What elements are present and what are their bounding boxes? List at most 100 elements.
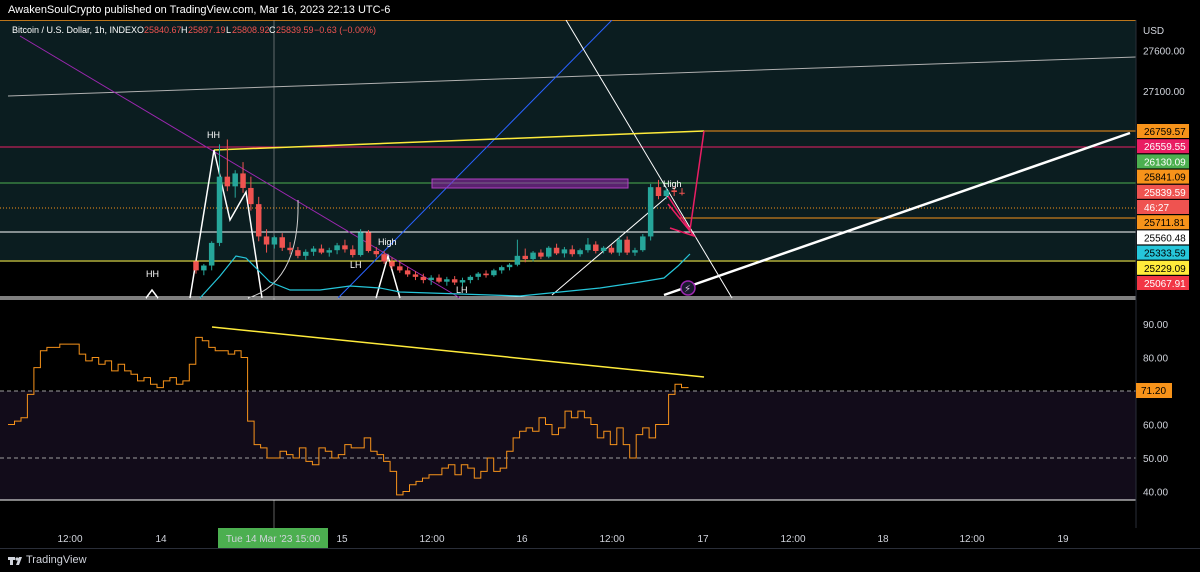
candle [451,276,458,285]
price-label-9[interactable]: 25229.09 [1137,260,1189,275]
candle [530,250,536,262]
price-label-bg-4 [1137,184,1189,199]
candle [208,241,215,271]
annotation-high-right: High [663,179,682,189]
candle-body [248,187,254,205]
candle [585,238,591,253]
candle-body [208,242,215,266]
legend-c-label: C [269,25,276,35]
price-label-bg-2 [1137,154,1189,169]
price-label-text-7: 25560.48 [1144,233,1186,244]
candle [334,242,340,255]
publish-line: AwakenSoulCrypto published on TradingVie… [0,0,1200,20]
candle [193,260,199,274]
candle [365,229,372,253]
main-pane-lower-band [0,262,1136,298]
price-label-10[interactable]: 25067.91 [1137,276,1189,290]
price-label-3[interactable]: 25841.09 [1137,169,1189,184]
candle-body [412,274,419,277]
legend-h-label: H [181,25,188,35]
candle [655,179,662,200]
price-label-5[interactable]: 46:27 [1137,200,1189,214]
rsi-tick-1: 80.00 [1143,354,1168,365]
pink-triangle [667,203,697,238]
candle [404,267,411,277]
candle [577,248,583,257]
annotation-lh-left: LH [350,260,362,270]
white-descending-line [565,20,733,299]
price-label-8[interactable]: 25333.59 [1137,245,1189,260]
candle-body [522,255,528,260]
footer: TradingView [0,548,1200,572]
price-label-7[interactable]: 25560.48 [1137,230,1189,245]
candle-body [475,273,481,277]
legend-change: −0.63 (−0.00%) [314,25,376,35]
rsi-band [0,391,1136,500]
candle [295,246,301,259]
candle [647,183,654,241]
candle-body [404,270,411,275]
candle-body [632,250,638,253]
rsi-yellow-trendline [211,326,705,378]
candle-body [232,173,238,187]
price-label-2[interactable]: 26130.09 [1137,154,1189,169]
legend-c-value: 25839.59 [276,25,314,35]
price-label-text-9: 25229.09 [1144,264,1186,275]
candle-body [216,176,223,243]
candle [263,229,270,253]
candle-body [350,249,356,256]
candle [506,263,513,271]
tradingview-logo-icon [8,557,22,565]
candle-body [483,273,489,276]
main-pane-bg [0,20,1136,298]
price-label-6[interactable]: 25711.81 [1137,215,1189,230]
time-label-3: 15 [336,534,348,545]
price-label-bg-6 [1137,215,1189,230]
legend: Bitcoin / U.S. Dollar, 1h, INDEX O 25840… [12,25,376,35]
candle-body [444,279,450,282]
price-label-text-3: 25841.09 [1144,173,1186,184]
time-label-10: 12:00 [959,534,984,545]
candle [271,235,278,249]
candle [279,233,285,251]
candle-body [381,254,387,262]
candle-body [302,251,309,256]
price-label-text-10: 25067.91 [1144,279,1186,290]
zigzag-line-2 [375,253,401,299]
price-labels[interactable]: 26759.57 26559.55 26130.09 25841.09 25839.59… [1137,124,1189,290]
candle-body [616,239,623,253]
time-axis-highlight [218,528,328,548]
candle [459,277,466,287]
candle-body [514,255,521,265]
alert-icon[interactable] [680,280,696,296]
candle-body [255,204,262,237]
candle [569,245,576,257]
candle [224,139,231,192]
candle-body [600,247,607,251]
annotation-hh-left: HH [146,269,159,279]
candle-body [459,280,466,283]
candle-body [467,276,474,281]
candle-body [663,190,670,197]
rsi-current-label-text: 71.20 [1141,386,1166,397]
chart-canvas[interactable]: HH HH LH High LH High ⚡ Bitcoin / U.S. D… [0,20,1200,548]
rsi-tick-3: 60.00 [1143,421,1168,432]
price-label-bg-10 [1137,276,1189,290]
candle [350,245,356,258]
candle [420,273,427,284]
candle-body [310,248,317,252]
candle [624,236,630,256]
legend-o-value: 25840.67 [144,25,182,35]
candle-body [451,279,458,283]
price-label-bg-7 [1137,230,1189,245]
candle [671,186,677,197]
candle [373,246,380,258]
annotation-high-left: High [378,237,397,247]
axis-currency: USD [1143,26,1164,37]
time-label-4: 12:00 [419,534,444,545]
price-label-4[interactable]: 25839.59 [1137,184,1189,199]
price-label-1[interactable]: 26559.55 [1137,139,1189,154]
candle-body [498,267,505,271]
candle-body [373,250,380,255]
price-label-0[interactable]: 26759.57 [1137,124,1189,138]
